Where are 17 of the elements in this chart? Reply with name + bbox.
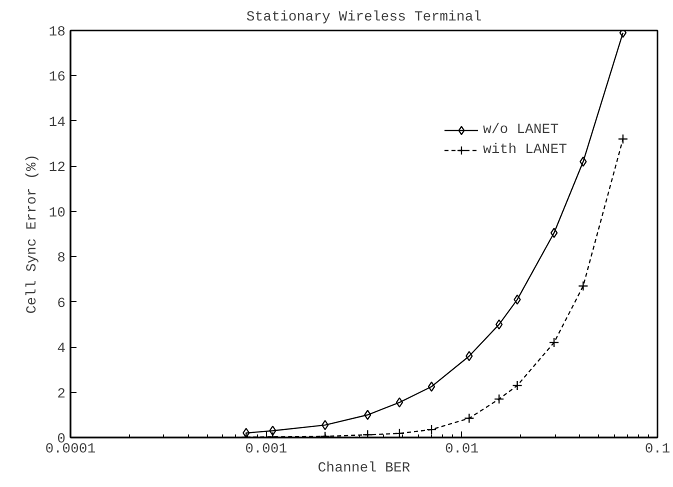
y-tick-label: 8 xyxy=(57,250,66,267)
x-tick-label: 0.01 xyxy=(445,442,479,458)
y-axis-title: Cell Sync Error (%) xyxy=(24,154,41,314)
x-tick-label: 0.1 xyxy=(644,442,670,458)
y-tick-label: 6 xyxy=(57,296,66,312)
y-tick-label: 18 xyxy=(48,24,66,40)
y-tick-label: 4 xyxy=(57,341,66,358)
legend-label: with LANET xyxy=(482,142,567,158)
x-tick-label: 0.001 xyxy=(245,442,288,458)
y-tick-label: 10 xyxy=(48,205,66,222)
y-tick-label: 14 xyxy=(48,114,66,131)
chart-title: Stationary Wireless Terminal xyxy=(246,10,482,26)
y-tick-label: 16 xyxy=(48,70,66,86)
y-tick-label: 2 xyxy=(57,386,66,402)
legend-label: w/o LANET xyxy=(482,122,559,138)
y-tick-label: 12 xyxy=(48,160,66,176)
x-axis-title: Channel BER xyxy=(318,460,411,476)
